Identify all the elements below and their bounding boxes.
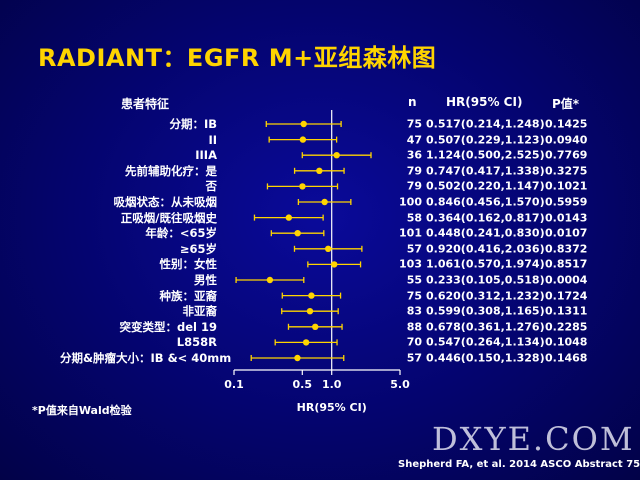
row-p-value: 0.0004 bbox=[545, 273, 588, 287]
row-p-value: 0.1311 bbox=[545, 304, 588, 318]
row-p-value: 0.2285 bbox=[545, 320, 588, 334]
row-hr-ci: 0.920(0.416,2.036) bbox=[426, 242, 545, 256]
row-n: 57 bbox=[406, 351, 422, 365]
row-hr-ci: 0.233(0.105,0.518) bbox=[426, 273, 545, 287]
row-label: 种族：亚裔 bbox=[159, 288, 218, 303]
row-n: 83 bbox=[406, 304, 422, 318]
x-tick-label: 1.0 bbox=[322, 378, 342, 391]
row-hr-ci: 0.364(0.162,0.817) bbox=[426, 211, 545, 225]
row-p-value: 0.0143 bbox=[545, 211, 588, 225]
hr-point bbox=[302, 339, 310, 346]
hr-point bbox=[316, 167, 323, 174]
row-n: 75 bbox=[406, 289, 422, 303]
row-hr-ci: 0.448(0.241,0.830) bbox=[426, 226, 545, 240]
row-p-value: 0.0107 bbox=[545, 226, 588, 240]
hr-point bbox=[294, 354, 301, 362]
header-p: P值* bbox=[552, 97, 580, 111]
row-p-value: 0.1425 bbox=[545, 117, 588, 131]
row-n: 36 bbox=[406, 148, 422, 162]
row-n: 47 bbox=[406, 133, 422, 147]
row-hr-ci: 1.061(0.570,1.974) bbox=[426, 257, 545, 271]
row-label: 吸烟状态：从未吸烟 bbox=[113, 195, 218, 209]
row-label: 正吸烟/既往吸烟史 bbox=[120, 210, 217, 225]
x-axis-label: HR(95% CI) bbox=[297, 401, 367, 414]
footnote: *P值来自Wald检验 bbox=[32, 404, 132, 417]
row-p-value: 0.8372 bbox=[545, 242, 588, 256]
source-citation: Shepherd FA, et al. 2014 ASCO Abstract 7… bbox=[398, 459, 640, 470]
row-p-value: 0.7769 bbox=[545, 148, 588, 162]
header-hr: HR(95% CI) bbox=[446, 95, 523, 109]
row-hr-ci: 0.620(0.312,1.232) bbox=[426, 289, 545, 303]
hr-point bbox=[300, 120, 307, 128]
row-n: 88 bbox=[406, 320, 422, 334]
hr-point bbox=[331, 261, 338, 268]
row-n: 58 bbox=[406, 211, 422, 225]
row-hr-ci: 0.502(0.220,1.147) bbox=[426, 179, 545, 193]
row-p-value: 0.1468 bbox=[545, 351, 588, 365]
row-hr-ci: 0.446(0.150,1.328) bbox=[426, 351, 545, 365]
hr-point bbox=[333, 152, 340, 159]
hr-point bbox=[299, 136, 307, 143]
hr-point bbox=[266, 276, 274, 284]
row-n: 75 bbox=[406, 117, 422, 131]
row-n: 79 bbox=[406, 164, 422, 178]
row-p-value: 0.1021 bbox=[545, 179, 588, 193]
header-characteristic: 患者特征 bbox=[121, 97, 170, 111]
row-hr-ci: 1.124(0.500,2.525) bbox=[426, 148, 545, 162]
row-n: 103 bbox=[399, 257, 422, 271]
row-hr-ci: 0.678(0.361,1.276) bbox=[426, 320, 545, 334]
row-n: 57 bbox=[406, 242, 422, 256]
row-hr-ci: 0.599(0.308,1.165) bbox=[426, 304, 545, 318]
hr-point bbox=[294, 230, 301, 237]
row-label: 突变类型：del 19 bbox=[119, 319, 217, 334]
hr-point bbox=[321, 198, 328, 206]
row-label: 非亚裔 bbox=[182, 304, 218, 319]
row-label: 先前辅助化疗：是 bbox=[125, 163, 217, 178]
x-tick-label: 0.5 bbox=[293, 378, 313, 391]
row-label: 否 bbox=[205, 179, 218, 194]
hr-point bbox=[306, 308, 314, 315]
row-label: 分期：IB bbox=[169, 117, 217, 131]
row-n: 100 bbox=[399, 195, 422, 209]
row-p-value: 0.5959 bbox=[545, 195, 588, 209]
row-p-value: 0.0940 bbox=[545, 133, 588, 147]
row-p-value: 0.8517 bbox=[545, 257, 588, 271]
row-label: L858R bbox=[176, 335, 217, 350]
row-hr-ci: 0.507(0.229,1.123) bbox=[426, 133, 545, 147]
row-p-value: 0.1048 bbox=[545, 335, 588, 349]
hr-point bbox=[299, 183, 306, 190]
row-hr-ci: 0.517(0.214,1.248) bbox=[426, 117, 545, 131]
row-label: II bbox=[208, 132, 217, 147]
row-hr-ci: 0.747(0.417,1.338) bbox=[426, 164, 545, 178]
row-label: 年龄：<65岁 bbox=[145, 226, 217, 241]
hr-point bbox=[285, 214, 293, 221]
row-n: 79 bbox=[406, 179, 422, 193]
x-tick-label: 5.0 bbox=[390, 378, 410, 391]
row-hr-ci: 0.846(0.456,1.570) bbox=[426, 195, 545, 209]
row-label: 分期&肿瘤大小：IB &< 40mm bbox=[60, 351, 232, 365]
x-tick-label: 0.1 bbox=[224, 378, 244, 391]
row-hr-ci: 0.547(0.264,1.134) bbox=[426, 335, 545, 349]
hr-point bbox=[324, 245, 332, 252]
slide-title: RADIANT：EGFR M+亚组森林图 bbox=[38, 44, 437, 72]
hr-point bbox=[308, 292, 315, 299]
row-label: 性别：女性 bbox=[159, 257, 218, 272]
row-n: 70 bbox=[406, 335, 422, 349]
row-p-value: 0.1724 bbox=[545, 289, 588, 303]
row-label: 男性 bbox=[194, 273, 217, 287]
row-n: 55 bbox=[406, 273, 422, 287]
hr-point bbox=[312, 323, 319, 330]
header-n: n bbox=[408, 95, 417, 109]
row-p-value: 0.3275 bbox=[545, 164, 588, 178]
watermark-logo: DXYE.COM bbox=[432, 420, 635, 458]
row-label: IIIA bbox=[195, 148, 217, 163]
row-label: ≥65岁 bbox=[179, 241, 217, 256]
row-n: 101 bbox=[399, 226, 422, 240]
